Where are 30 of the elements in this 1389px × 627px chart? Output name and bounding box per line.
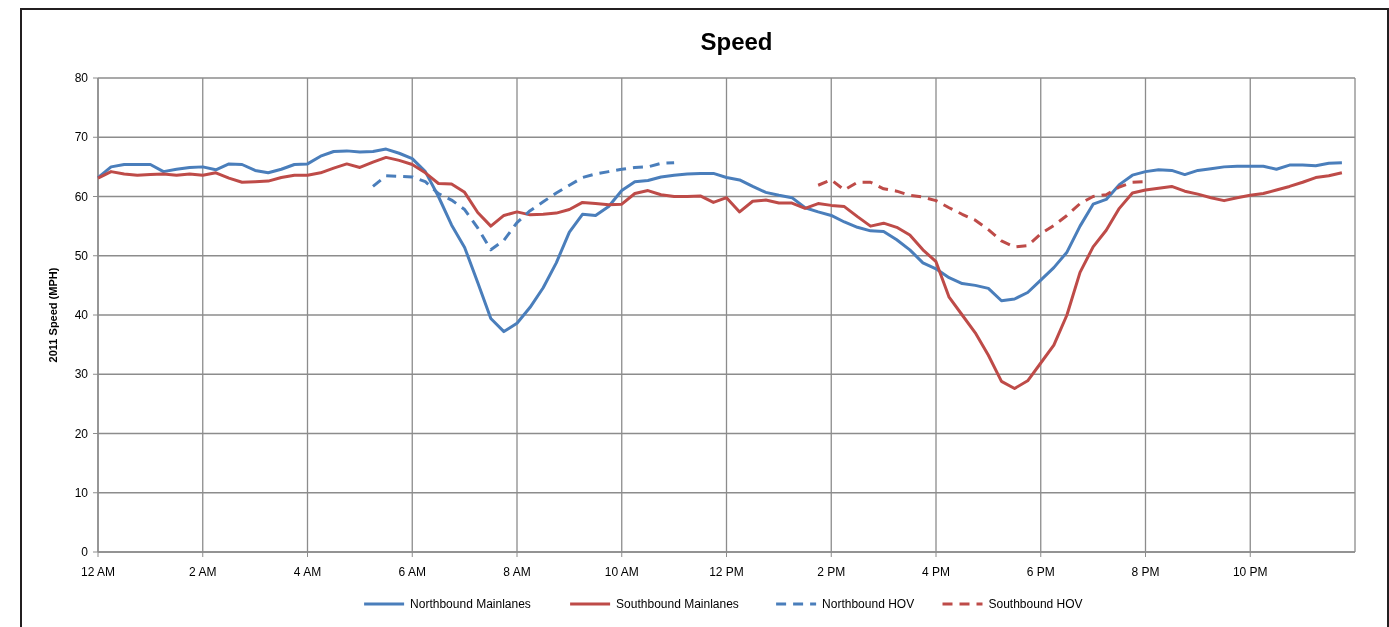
- y-tick-label: 60: [74, 189, 89, 204]
- x-tick-label: 10 AM: [604, 565, 639, 579]
- chart-title: Speed: [700, 28, 773, 55]
- x-tick-label: 12 AM: [80, 565, 116, 579]
- line-series: [371, 161, 676, 252]
- y-tick-label: 20: [74, 426, 89, 441]
- y-tick-label: 40: [74, 308, 89, 322]
- y-tick-label: 80: [74, 71, 89, 85]
- x-tick-label: 12 PM: [709, 565, 744, 579]
- y-tick-label: 70: [74, 130, 89, 145]
- y-tick-label: 10: [74, 485, 89, 500]
- x-tick-label: 10 PM: [1232, 565, 1268, 579]
- x-tick-label: 4 PM: [921, 565, 951, 579]
- x-tick-label: 6 AM: [398, 565, 426, 579]
- line-series: [96, 155, 1344, 390]
- x-tick-label: 6 PM: [1026, 565, 1055, 579]
- legend-label: Southbound HOV: [988, 597, 1083, 611]
- y-tick-label: 50: [74, 248, 89, 263]
- legend-label: Northbound HOV: [822, 597, 915, 611]
- x-tick-label: 8 AM: [503, 565, 531, 579]
- x-tick-label: 2 PM: [817, 565, 846, 579]
- x-tick-label: 8 PM: [1131, 565, 1160, 579]
- x-tick-label: 2 AM: [189, 565, 217, 579]
- legend-label: Southbound Mainlanes: [616, 597, 739, 611]
- legend-label: Northbound Mainlanes: [410, 597, 531, 611]
- line-series: [96, 147, 1344, 334]
- y-tick-label: 30: [74, 367, 89, 382]
- x-tick-label: 4 AM: [293, 565, 322, 579]
- y-axis-title: 2011 Speed (MPH): [47, 267, 59, 363]
- y-tick-label: 0: [81, 545, 89, 559]
